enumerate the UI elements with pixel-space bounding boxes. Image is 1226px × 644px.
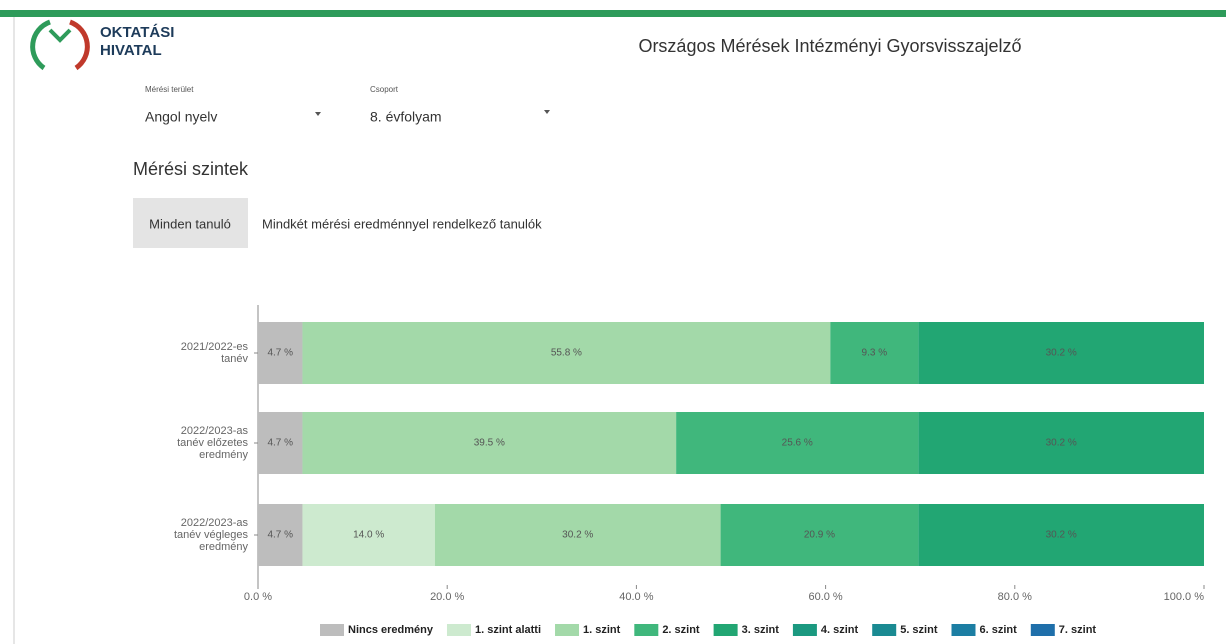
top-bar <box>0 10 1226 17</box>
legend-label: 6. szint <box>980 624 1018 636</box>
y-tick-label: 2022/2023-as <box>181 517 249 529</box>
bar-segment <box>830 322 919 384</box>
data-label: 4.7 % <box>267 530 293 541</box>
y-tick-label: tanév <box>221 353 248 365</box>
bar-segment <box>676 412 919 474</box>
y-tick-label: 2021/2022-es <box>181 341 249 353</box>
x-tick-label: 80.0 % <box>998 591 1032 603</box>
button-description: Mindkét mérési eredménnyel rendelkező ta… <box>262 216 542 231</box>
data-label: 30.2 % <box>1046 530 1077 541</box>
logo-text: OKTATÁSI <box>100 24 174 41</box>
data-label: 39.5 % <box>474 438 505 449</box>
logo-text: HIVATAL <box>100 42 162 59</box>
filter[interactable]: Csoport 8. évfolyam <box>370 85 550 125</box>
y-tick-label: tanév végleges <box>174 529 248 541</box>
dropdown-arrow <box>544 110 550 114</box>
button-label: Minden tanuló <box>149 216 231 231</box>
legend-label: 1. szint alatti <box>475 624 541 636</box>
legend-swatch <box>320 624 344 636</box>
x-tick-label: 0.0 % <box>244 591 272 603</box>
legend-swatch <box>792 624 817 636</box>
data-label: 25.6 % <box>782 438 813 449</box>
legend-swatch <box>713 624 738 636</box>
x-tick-label: 60.0 % <box>808 591 842 603</box>
x-tick-label: 20.0 % <box>430 591 464 603</box>
filter[interactable]: Mérési terület Angol nyelv <box>145 85 321 125</box>
data-label: 30.2 % <box>562 530 593 541</box>
bar-segment <box>302 504 435 566</box>
legend-label: 3. szint <box>742 624 780 636</box>
data-label: 4.7 % <box>267 438 293 449</box>
legend-label: 5. szint <box>900 624 938 636</box>
legend-label: 1. szint <box>583 624 621 636</box>
bar-segment <box>302 322 831 384</box>
legend-swatch <box>951 624 976 636</box>
button[interactable]: Minden tanuló <box>133 198 248 248</box>
section-title: Mérési szintek <box>133 159 249 179</box>
bar-segment <box>258 412 303 474</box>
y-tick-label: eredmény <box>199 541 248 553</box>
y-tick-label: 2022/2023-as <box>181 425 249 437</box>
filter-value: Angol nyelv <box>145 109 217 125</box>
data-label: 20.9 % <box>804 530 835 541</box>
legend-swatch <box>1030 624 1055 636</box>
bar-segment <box>258 322 303 384</box>
bar-segment <box>918 322 1204 384</box>
legend-swatch <box>555 624 580 636</box>
legend-label: 7. szint <box>1059 624 1097 636</box>
page-title: Országos Mérések Intézményi Gyorsvisszaj… <box>638 36 1021 56</box>
legend-label: 4. szint <box>821 624 859 636</box>
data-label: 14.0 % <box>353 530 384 541</box>
bar-segment <box>720 504 919 566</box>
data-label: 9.3 % <box>862 348 888 359</box>
legend-label: 2. szint <box>662 624 700 636</box>
bar-segment <box>918 412 1204 474</box>
x-tick-label: 100.0 % <box>1164 591 1205 603</box>
legend-label: Nincs eredmény <box>348 624 434 636</box>
data-label: 4.7 % <box>267 348 293 359</box>
legend-swatch <box>446 624 471 636</box>
data-label: 55.8 % <box>551 348 582 359</box>
y-tick-label: eredmény <box>199 449 248 461</box>
data-label: 30.2 % <box>1046 348 1077 359</box>
bar-segment <box>302 412 677 474</box>
bar-segment <box>918 504 1204 566</box>
filter-value: 8. évfolyam <box>370 109 442 125</box>
filter-label: Csoport <box>370 85 399 94</box>
x-tick-label: 40.0 % <box>619 591 653 603</box>
data-label: 30.2 % <box>1046 438 1077 449</box>
legend-swatch <box>872 624 897 636</box>
button-bg <box>133 198 248 248</box>
dropdown-arrow <box>315 112 321 116</box>
y-tick-label: tanév előzetes <box>177 437 248 449</box>
legend-swatch <box>634 624 659 636</box>
filter-label: Mérési terület <box>145 85 194 94</box>
bar-segment <box>258 504 303 566</box>
logo-mark <box>30 19 90 71</box>
bar-segment <box>434 504 721 566</box>
